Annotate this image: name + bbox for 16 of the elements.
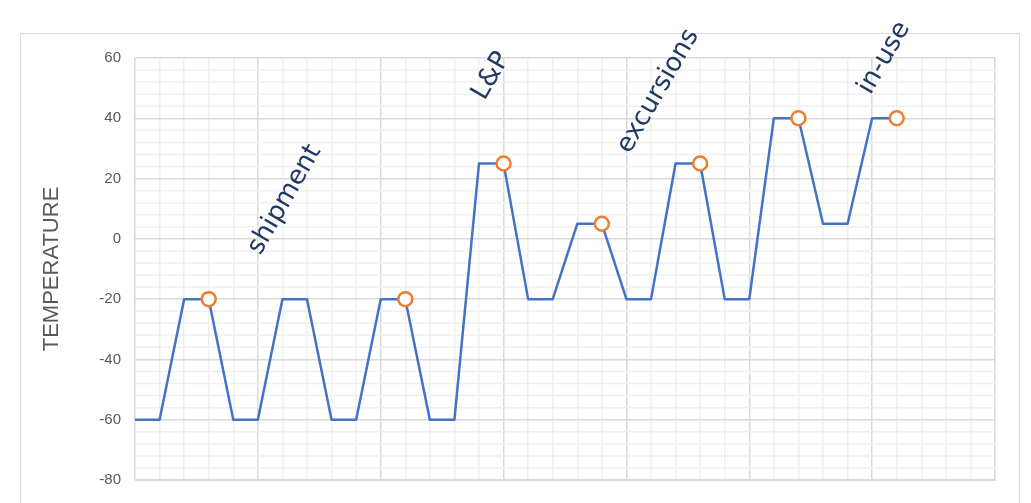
- y-tick-label: 60: [104, 48, 121, 66]
- point: [888, 110, 905, 127]
- y-tick-label: -40: [99, 349, 121, 367]
- y-tick-label: -60: [99, 409, 121, 427]
- y-tick-label: -80: [99, 470, 121, 488]
- y-tick-label: 0: [112, 229, 121, 246]
- point: [691, 155, 709, 172]
- y-axis-title: TEMPERATURE: [38, 186, 64, 352]
- point: [593, 215, 611, 233]
- y-tick-label: 20: [104, 168, 121, 186]
- point: [790, 110, 807, 127]
- y-tick-label: 40: [104, 108, 121, 126]
- y-tick-label: -20: [99, 289, 121, 307]
- point: [397, 290, 414, 308]
- point: [495, 155, 512, 172]
- point: [200, 290, 217, 308]
